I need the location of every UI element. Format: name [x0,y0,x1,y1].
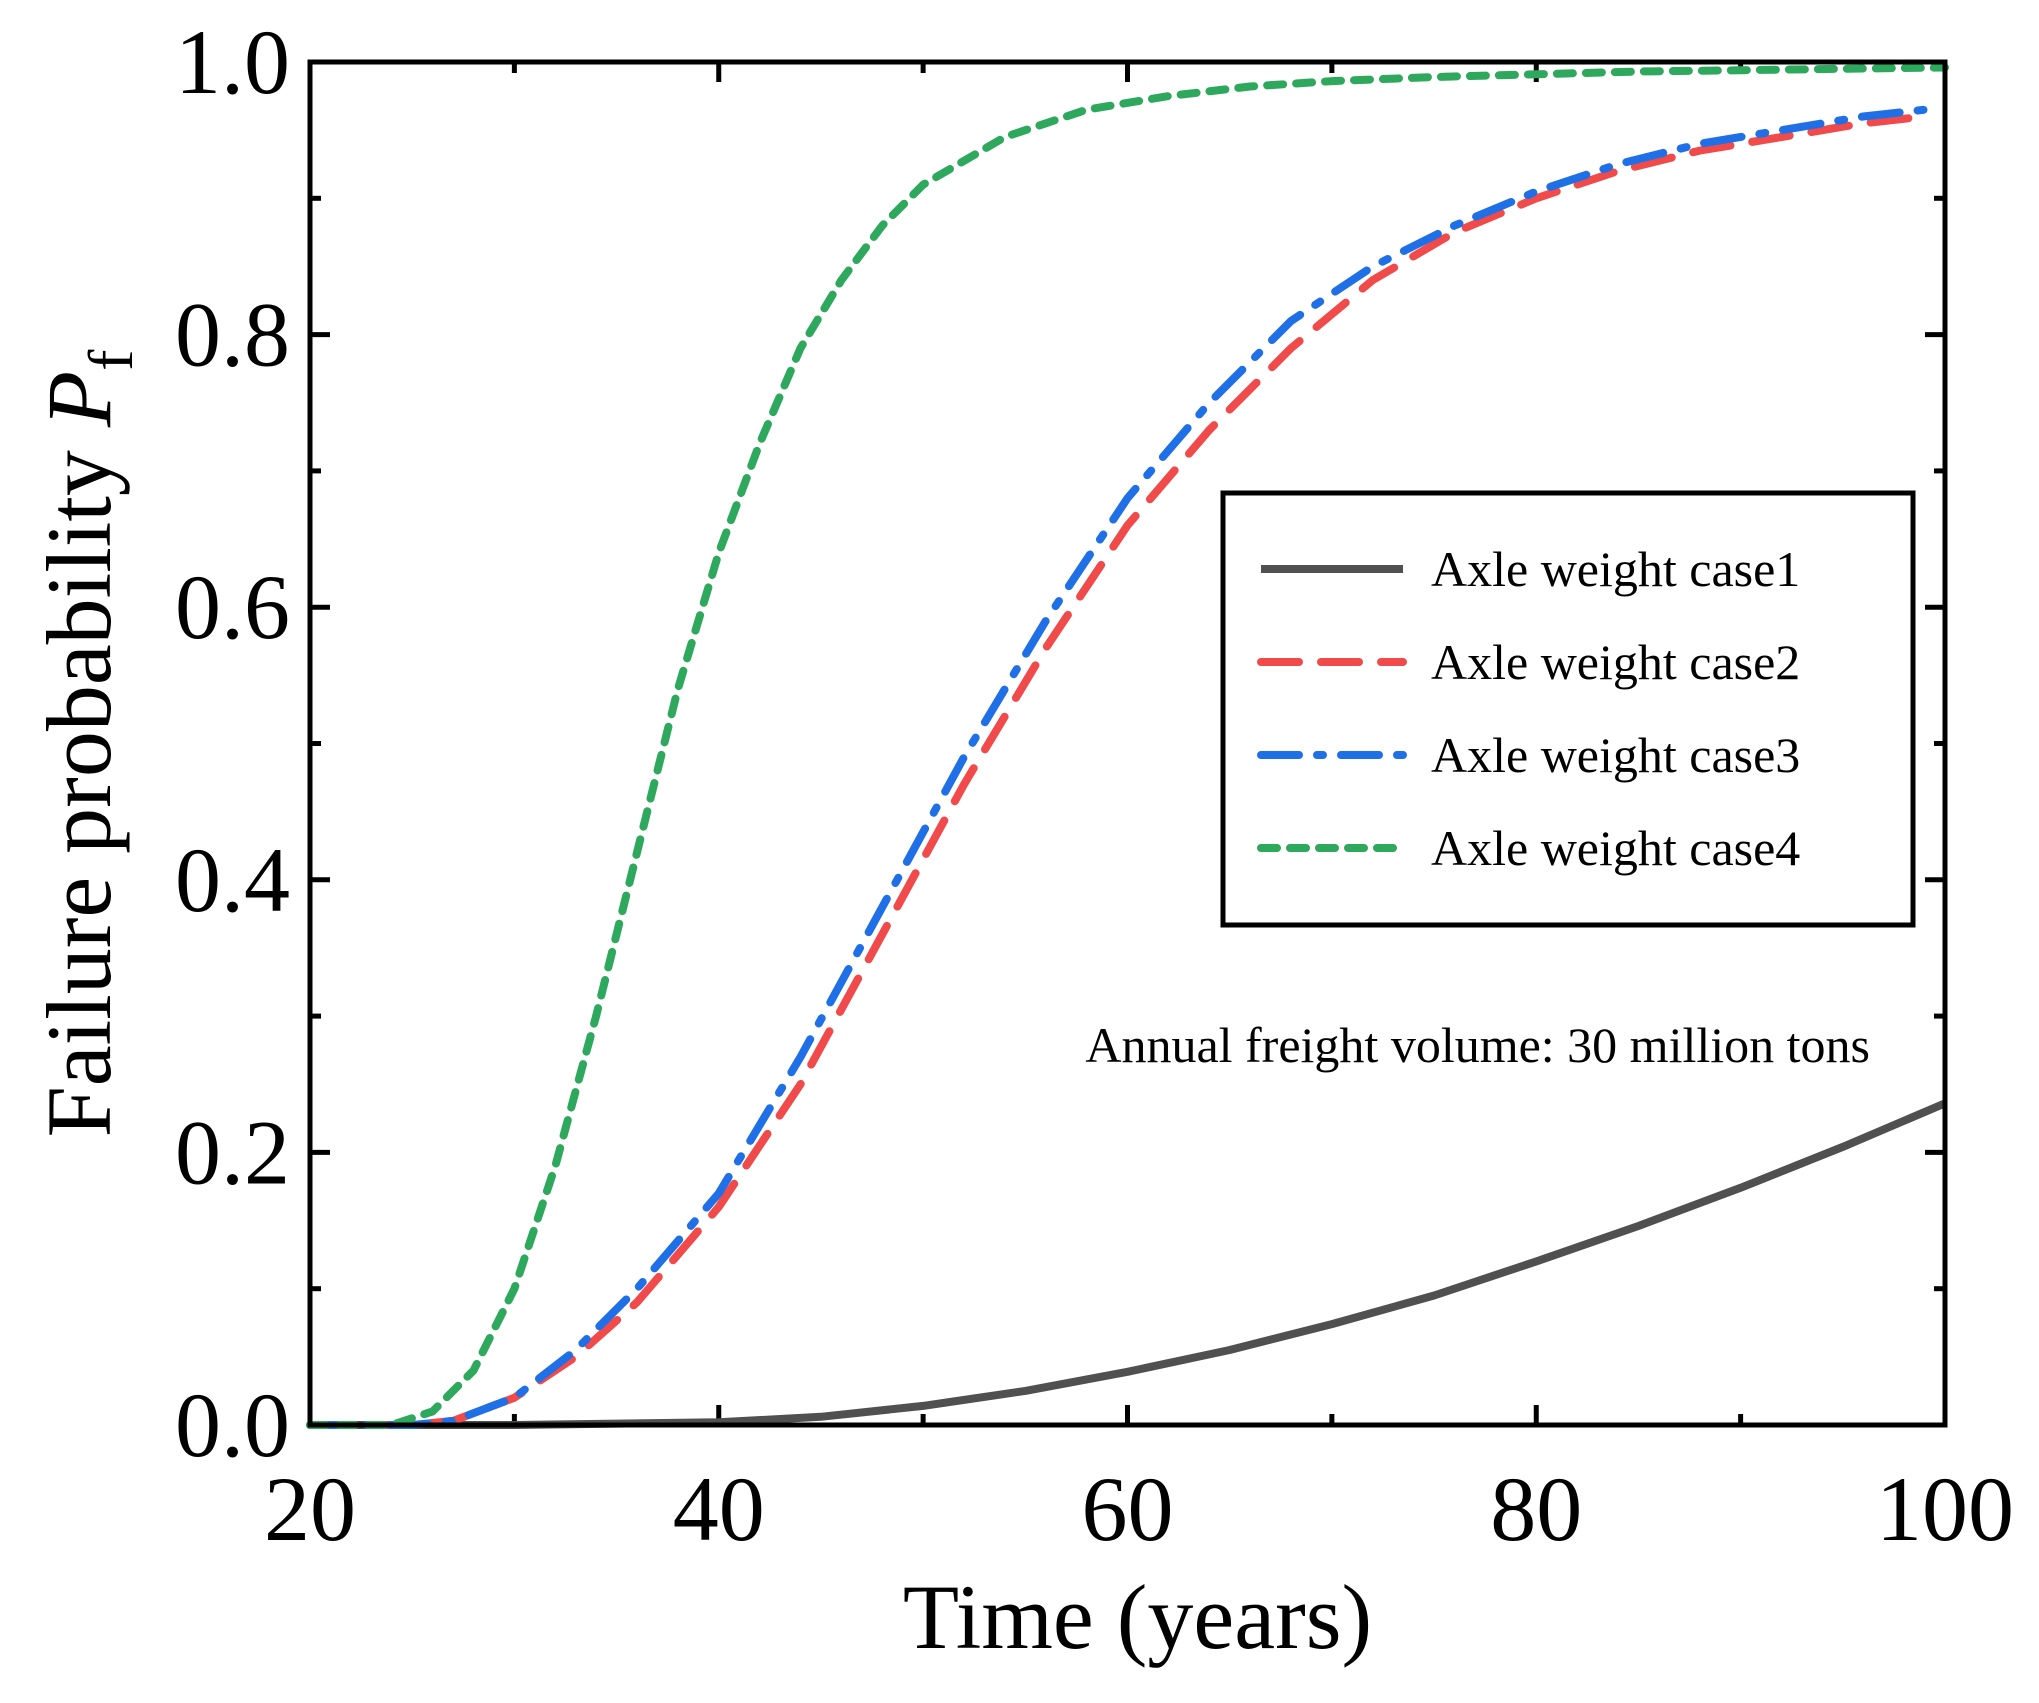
y-tick-label: 0.4 [175,829,290,931]
legend-label-case2: Axle weight case2 [1431,634,1800,690]
x-tick-label: 60 [1082,1458,1174,1560]
x-tick-label: 100 [1876,1458,2014,1560]
y-axis-title-text: Failure probability [28,427,130,1137]
x-tick-label: 40 [673,1458,765,1560]
legend-label-case3: Axle weight case3 [1431,727,1800,783]
series-line-case4 [306,63,1949,1429]
y-tick-label: 1.0 [175,11,290,113]
y-tick-label: 0.8 [175,284,290,386]
plot-frame [307,59,1948,1428]
x-tick-label: 80 [1490,1458,1582,1560]
series-line-case3 [306,105,1929,1429]
y-tick-label: 0.6 [175,556,290,658]
legend-label-case1: Axle weight case1 [1431,541,1800,597]
y-tick-label: 0.2 [175,1101,290,1203]
legend: Axle weight case1 Axle weight case2 Axle w… [1220,490,1916,928]
annotation-text: Annual freight volume: 30 million tons [1085,1017,1870,1073]
y-axis-title-subscript: f [75,349,146,371]
x-tick-label: 20 [264,1458,356,1560]
series-line-case1 [310,1099,1947,1429]
legend-label-case4: Axle weight case4 [1431,820,1800,876]
axis-ticks: 20 40 60 80 100 0.0 0.2 0.4 0.6 0.8 1.0 [175,11,2014,1560]
y-axis-title-symbol: P [28,371,130,428]
series-layer [306,63,1949,1429]
y-tick-label: 0.0 [175,1374,290,1476]
y-axis-title: Failure probability Pf [28,349,146,1138]
x-axis-title: Time (years) [903,1566,1372,1668]
